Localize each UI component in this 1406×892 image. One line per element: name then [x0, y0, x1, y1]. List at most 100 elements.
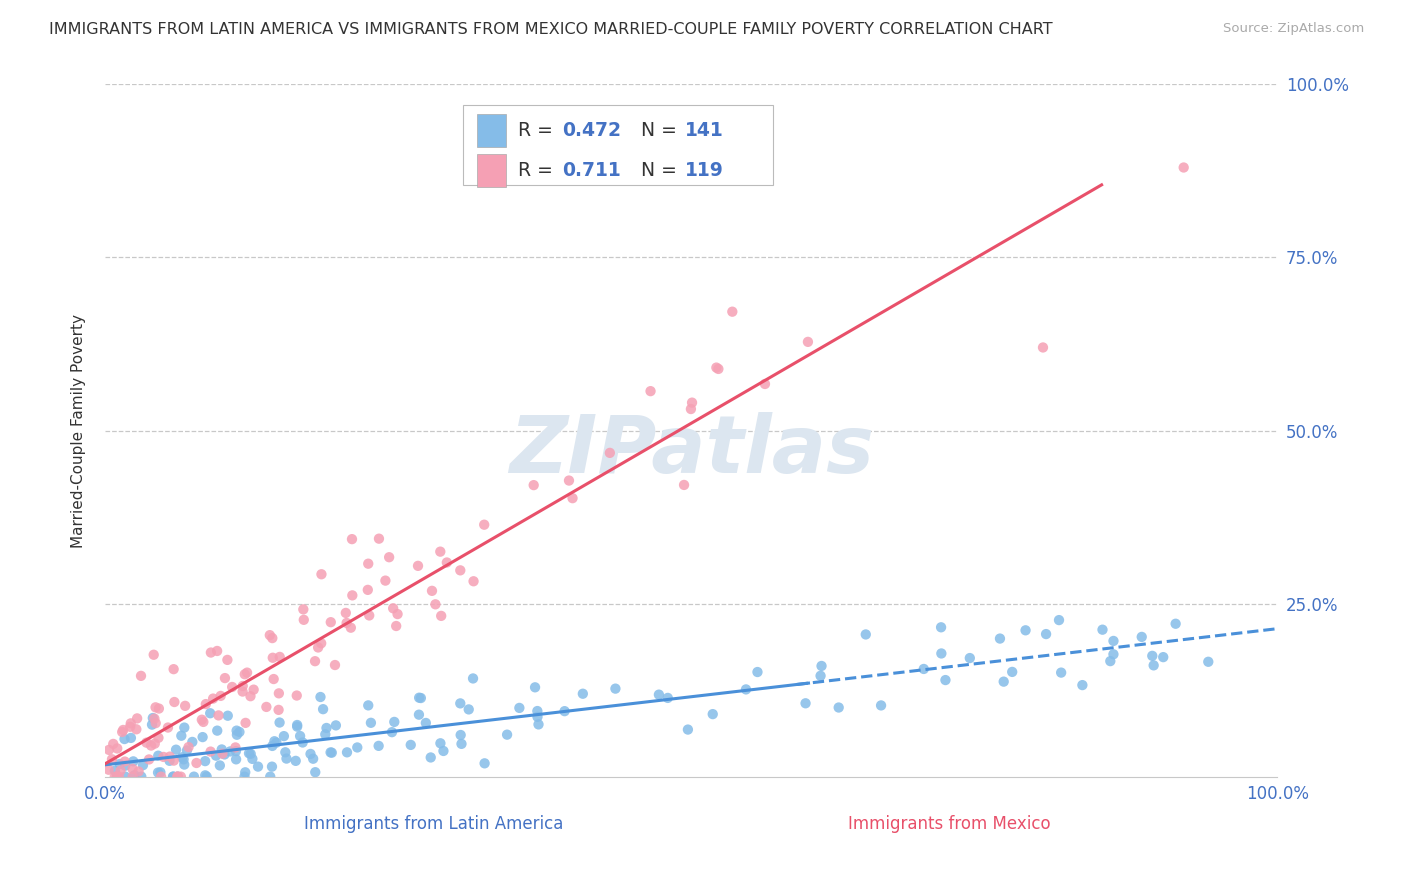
Point [368, 532, 391, 546]
Point [657, 690, 679, 705]
Point [450, 728, 472, 742]
Point [721, 304, 744, 318]
Point [599, 446, 621, 460]
Point [855, 627, 877, 641]
Point [706, 360, 728, 375]
Point [120, 731, 142, 745]
Text: 119: 119 [685, 161, 724, 180]
Point [165, 742, 187, 756]
Point [194, 768, 217, 782]
Point [929, 620, 952, 634]
Point [198, 706, 221, 721]
Point [605, 681, 627, 696]
Point [238, 746, 260, 760]
Point [176, 743, 198, 757]
Point [409, 691, 432, 706]
Point [461, 672, 484, 686]
Point [526, 704, 548, 718]
Point [112, 723, 135, 737]
Point [554, 704, 576, 718]
Point [135, 736, 157, 750]
Text: IMMIGRANTS FROM LATIN AMERICA VS IMMIGRANTS FROM MEXICO MARRIED-COUPLE FAMILY PO: IMMIGRANTS FROM LATIN AMERICA VS IMMIGRA… [49, 22, 1053, 37]
Point [419, 750, 441, 764]
Point [166, 770, 188, 784]
Point [870, 698, 893, 713]
Point [640, 384, 662, 399]
Point [304, 654, 326, 668]
Point [262, 739, 284, 753]
Point [259, 628, 281, 642]
Point [1050, 665, 1073, 680]
Point [523, 478, 546, 492]
Point [263, 672, 285, 686]
Point [239, 747, 262, 761]
Text: Source: ZipAtlas.com: Source: ZipAtlas.com [1223, 22, 1364, 36]
Point [993, 674, 1015, 689]
Point [1047, 613, 1070, 627]
Point [342, 588, 364, 602]
Point [357, 698, 380, 713]
Point [120, 720, 142, 734]
Point [276, 751, 298, 765]
Point [931, 647, 953, 661]
Point [269, 715, 291, 730]
Point [145, 700, 167, 714]
Point [159, 754, 181, 768]
Point [207, 708, 229, 723]
Point [131, 770, 153, 784]
Point [260, 759, 283, 773]
Point [114, 770, 136, 784]
Point [374, 574, 396, 588]
Point [207, 723, 229, 738]
Point [108, 770, 131, 784]
Point [156, 721, 179, 735]
Point [181, 735, 204, 749]
Point [707, 362, 730, 376]
Point [145, 716, 167, 731]
Point [381, 725, 404, 739]
Point [340, 532, 363, 546]
Point [152, 750, 174, 764]
Point [191, 730, 214, 744]
Point [436, 556, 458, 570]
Point [676, 723, 699, 737]
Point [309, 690, 332, 704]
Point [121, 770, 143, 784]
Point [292, 613, 315, 627]
Text: Immigrants from Mexico: Immigrants from Mexico [848, 814, 1050, 833]
FancyBboxPatch shape [463, 105, 773, 185]
Point [269, 649, 291, 664]
Point [263, 734, 285, 748]
Point [311, 567, 333, 582]
Point [285, 720, 308, 734]
Point [323, 658, 346, 673]
Point [797, 334, 820, 349]
Point [139, 739, 162, 753]
Point [959, 651, 981, 665]
Point [214, 747, 236, 762]
Text: R =: R = [517, 161, 558, 180]
Point [408, 690, 430, 705]
Point [183, 770, 205, 784]
Point [105, 770, 128, 784]
Point [105, 770, 128, 784]
Point [233, 770, 256, 784]
Point [173, 752, 195, 766]
Point [239, 689, 262, 703]
Point [457, 702, 479, 716]
Point [225, 728, 247, 742]
Point [430, 608, 453, 623]
Point [648, 688, 671, 702]
Point [357, 557, 380, 571]
Point [526, 710, 548, 724]
Point [233, 667, 256, 681]
Point [97, 763, 120, 777]
Point [267, 686, 290, 700]
Point [304, 765, 326, 780]
Point [1102, 634, 1125, 648]
Point [211, 742, 233, 756]
Point [236, 665, 259, 680]
Point [262, 631, 284, 645]
Point [1130, 630, 1153, 644]
Point [132, 758, 155, 772]
